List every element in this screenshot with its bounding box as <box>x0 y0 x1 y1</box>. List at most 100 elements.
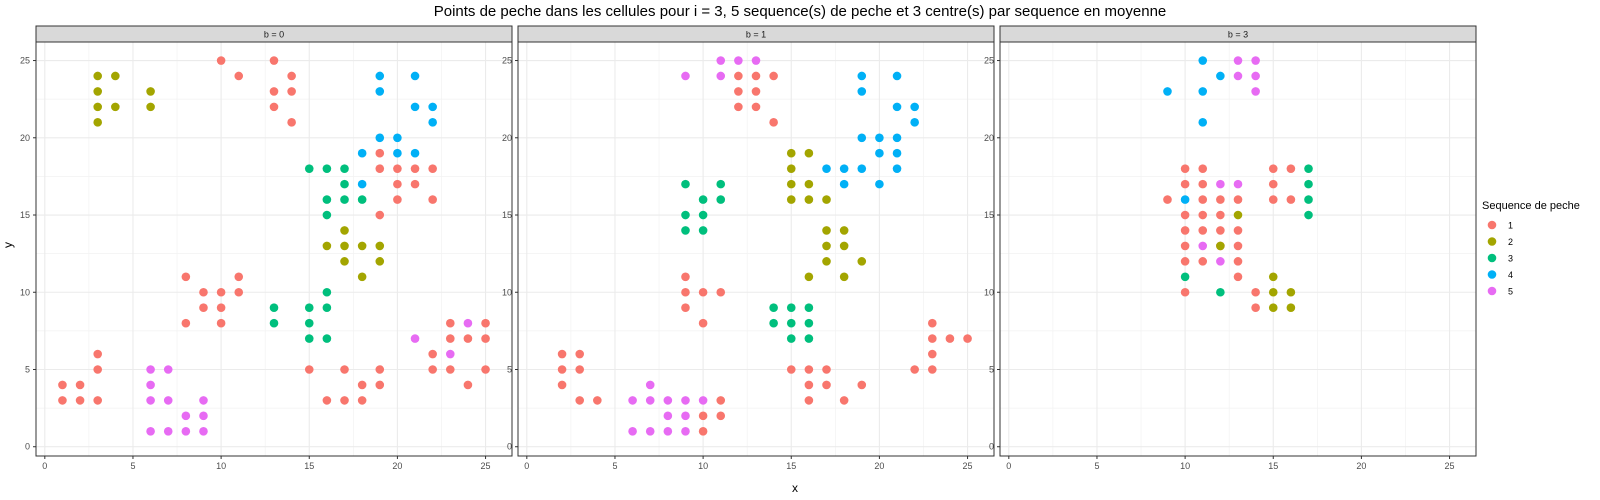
legend-label: 2 <box>1508 237 1513 247</box>
data-point <box>269 318 279 328</box>
data-point <box>146 380 155 390</box>
y-tick-label: 10 <box>502 287 512 297</box>
data-point <box>734 56 743 65</box>
data-point <box>681 287 690 297</box>
data-point <box>375 87 385 96</box>
data-point <box>410 179 420 189</box>
data-point <box>287 71 296 81</box>
data-point <box>822 241 831 251</box>
data-point <box>93 102 103 112</box>
y-tick-label: 0 <box>25 442 30 452</box>
data-point <box>698 396 708 405</box>
data-point <box>340 365 349 374</box>
data-point <box>1286 195 1296 204</box>
legend-title: Sequence de peche <box>1482 200 1580 212</box>
data-point <box>1286 164 1296 173</box>
data-point <box>481 318 490 328</box>
facet-panel: b = 0 0 5 10 15 20 25 0 5 10 15 20 25 <box>20 25 513 471</box>
data-point <box>1233 179 1243 189</box>
data-point <box>804 365 814 374</box>
data-point <box>628 396 637 405</box>
data-point <box>357 195 367 204</box>
data-point <box>463 318 473 328</box>
data-point <box>304 303 314 313</box>
data-point <box>269 303 279 313</box>
legend-swatch <box>1487 286 1497 296</box>
data-point <box>375 380 385 390</box>
data-point <box>1216 71 1225 81</box>
legend-label: 1 <box>1508 221 1513 231</box>
data-point <box>681 71 690 81</box>
data-point <box>146 87 155 96</box>
data-point <box>786 303 796 313</box>
data-point <box>927 334 937 343</box>
data-point <box>786 164 796 173</box>
data-point <box>340 396 349 405</box>
data-point <box>804 380 814 390</box>
data-point <box>769 303 778 313</box>
data-point <box>716 56 726 65</box>
data-point <box>357 380 367 390</box>
legend-swatch <box>1487 237 1497 246</box>
data-point <box>234 71 244 81</box>
data-point <box>681 396 690 405</box>
data-point <box>875 179 884 189</box>
x-tick-label: 15 <box>1268 461 1278 471</box>
data-point <box>1268 303 1278 313</box>
data-point <box>1180 210 1190 220</box>
y-tick-label: 25 <box>984 56 994 66</box>
x-tick-label: 5 <box>130 461 135 471</box>
data-point <box>1198 226 1208 235</box>
data-point <box>1198 56 1208 65</box>
data-point <box>822 257 831 266</box>
data-point <box>111 102 120 112</box>
data-point <box>393 148 402 158</box>
data-point <box>751 71 761 81</box>
data-point <box>463 380 473 390</box>
data-point <box>234 272 244 282</box>
x-tick-label: 0 <box>524 461 529 471</box>
data-point <box>234 287 244 297</box>
data-point <box>393 164 402 173</box>
x-tick-label: 5 <box>612 461 617 471</box>
data-point <box>163 426 173 436</box>
data-point <box>1233 210 1243 220</box>
x-tick-label: 20 <box>874 461 884 471</box>
y-tick-label: 0 <box>507 442 512 452</box>
data-point <box>839 164 849 173</box>
data-point <box>716 179 726 189</box>
data-point <box>410 71 420 81</box>
data-point <box>681 179 690 189</box>
x-tick-label: 25 <box>481 461 491 471</box>
data-point <box>375 164 385 173</box>
data-point <box>1163 87 1172 96</box>
data-point <box>428 102 437 112</box>
data-point <box>428 349 437 359</box>
data-point <box>804 195 814 204</box>
data-point <box>681 272 690 282</box>
data-point <box>804 318 814 328</box>
data-point <box>1233 226 1243 235</box>
data-point <box>93 71 103 81</box>
x-tick-label: 0 <box>1006 461 1011 471</box>
data-point <box>1180 164 1190 173</box>
data-point <box>822 380 831 390</box>
data-point <box>734 102 743 112</box>
data-point <box>445 334 455 343</box>
data-point <box>945 334 955 343</box>
data-point <box>1233 71 1243 81</box>
data-point <box>304 334 314 343</box>
data-point <box>1233 241 1243 251</box>
y-tick-label: 5 <box>25 364 30 374</box>
x-tick-label: 10 <box>1180 461 1190 471</box>
data-point <box>663 426 673 436</box>
data-point <box>393 195 402 204</box>
data-point <box>663 396 673 405</box>
x-tick-label: 5 <box>1094 461 1099 471</box>
data-point <box>681 426 690 436</box>
data-point <box>428 365 437 374</box>
data-point <box>1216 210 1225 220</box>
data-point <box>322 303 332 313</box>
data-point <box>1268 195 1278 204</box>
